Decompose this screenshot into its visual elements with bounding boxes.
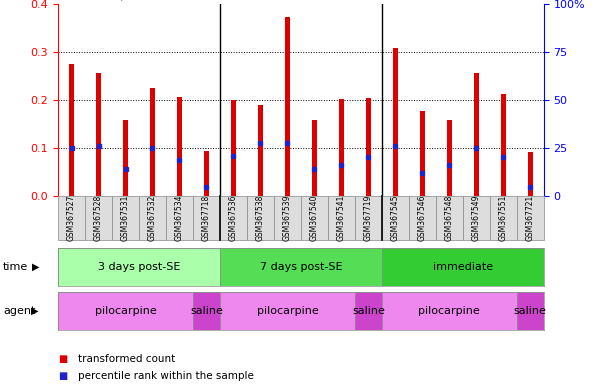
Bar <box>312 120 317 196</box>
Text: time: time <box>3 262 28 272</box>
Text: ▶: ▶ <box>31 306 38 316</box>
Text: GSM367719: GSM367719 <box>364 195 373 241</box>
Bar <box>447 120 452 196</box>
Text: saline: saline <box>190 306 223 316</box>
Bar <box>474 73 479 196</box>
Text: saline: saline <box>514 306 547 316</box>
Text: percentile rank within the sample: percentile rank within the sample <box>78 371 254 381</box>
Text: immediate: immediate <box>433 262 493 272</box>
Bar <box>382 248 544 286</box>
Text: GSM367528: GSM367528 <box>94 195 103 241</box>
Text: GSM367548: GSM367548 <box>445 195 454 241</box>
Bar <box>355 292 382 330</box>
Bar <box>366 98 371 196</box>
Text: ■: ■ <box>58 371 67 381</box>
Bar <box>69 64 74 196</box>
Bar <box>393 48 398 196</box>
Bar <box>258 104 263 196</box>
Bar <box>220 248 382 286</box>
Text: pilocarpine: pilocarpine <box>257 306 318 316</box>
Bar <box>96 73 101 196</box>
Text: GSM367539: GSM367539 <box>283 195 292 241</box>
Bar <box>420 111 425 196</box>
Text: GSM367531: GSM367531 <box>121 195 130 241</box>
Bar <box>193 292 220 330</box>
Bar <box>501 94 506 196</box>
Bar <box>123 120 128 196</box>
Bar <box>285 17 290 196</box>
Bar <box>382 292 517 330</box>
Text: GSM367532: GSM367532 <box>148 195 157 241</box>
Bar <box>339 99 344 196</box>
Text: GSM367541: GSM367541 <box>337 195 346 241</box>
Text: GSM367721: GSM367721 <box>526 195 535 241</box>
Text: GSM367718: GSM367718 <box>202 195 211 241</box>
Bar <box>528 152 533 196</box>
Text: ■: ■ <box>58 354 67 364</box>
Text: GSM367527: GSM367527 <box>67 195 76 241</box>
Bar <box>150 88 155 196</box>
Text: GSM367534: GSM367534 <box>175 195 184 241</box>
Text: pilocarpine: pilocarpine <box>95 306 156 316</box>
Text: GDS3827 / 139016: GDS3827 / 139016 <box>58 0 177 1</box>
Text: pilocarpine: pilocarpine <box>419 306 480 316</box>
Text: transformed count: transformed count <box>78 354 175 364</box>
Text: agent: agent <box>3 306 35 316</box>
Bar <box>220 292 355 330</box>
Bar <box>58 292 193 330</box>
Bar <box>231 100 236 196</box>
Bar <box>204 151 209 196</box>
Text: GSM367540: GSM367540 <box>310 195 319 241</box>
Text: GSM367538: GSM367538 <box>256 195 265 241</box>
Text: ▶: ▶ <box>32 262 39 272</box>
Text: GSM367551: GSM367551 <box>499 195 508 241</box>
Text: GSM367549: GSM367549 <box>472 195 481 241</box>
Bar <box>58 248 220 286</box>
Text: GSM367546: GSM367546 <box>418 195 427 241</box>
Bar <box>517 292 544 330</box>
Text: 7 days post-SE: 7 days post-SE <box>260 262 342 272</box>
Text: GSM367536: GSM367536 <box>229 195 238 241</box>
Text: 3 days post-SE: 3 days post-SE <box>98 262 180 272</box>
Text: GSM367545: GSM367545 <box>391 195 400 241</box>
Text: saline: saline <box>352 306 385 316</box>
Bar <box>177 98 182 196</box>
